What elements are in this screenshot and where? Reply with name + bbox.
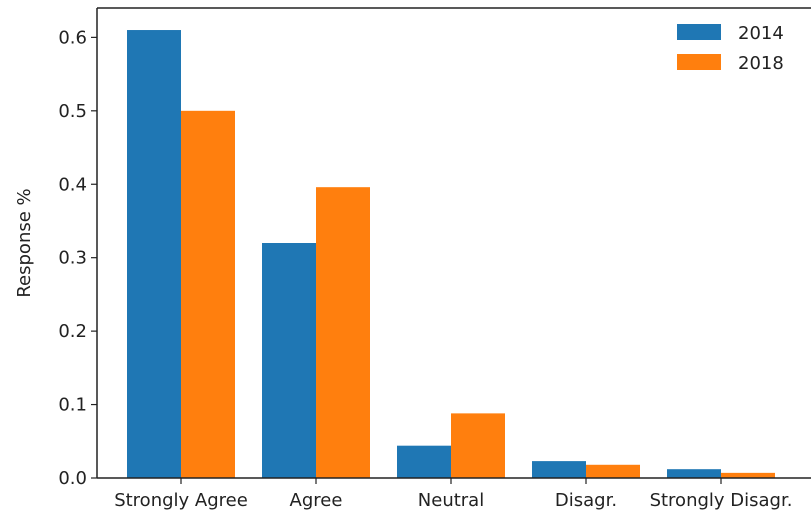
bar-2018-2 bbox=[451, 413, 505, 478]
legend: 2014 2018 bbox=[677, 23, 784, 74]
legend-label-2018: 2018 bbox=[738, 53, 784, 74]
y-ticks: 0.0 0.1 0.2 0.3 0.4 0.5 0.6 bbox=[58, 27, 97, 489]
bar-2014-1 bbox=[262, 243, 316, 478]
bars-layer bbox=[127, 30, 775, 478]
x-tick-label: Disagr. bbox=[555, 490, 617, 511]
bar-2014-3 bbox=[532, 461, 586, 478]
x-tick-label: Neutral bbox=[418, 490, 484, 511]
x-tick-label: Agree bbox=[290, 490, 343, 511]
y-tick-label: 0.5 bbox=[58, 101, 87, 122]
y-tick-label: 0.4 bbox=[58, 174, 87, 195]
bar-2018-0 bbox=[181, 110, 235, 478]
x-tick-label: Strongly Agree bbox=[114, 490, 248, 511]
bar-2014-0 bbox=[127, 30, 181, 478]
y-tick-label: 0.0 bbox=[58, 468, 87, 489]
axes-layer bbox=[96, 7, 811, 479]
bar-2014-2 bbox=[397, 445, 451, 478]
y-tick-label: 0.1 bbox=[58, 395, 87, 416]
y-tick-label: 0.2 bbox=[58, 321, 87, 342]
y-tick-label: 0.3 bbox=[58, 248, 87, 269]
bar-2018-3 bbox=[586, 464, 640, 478]
legend-swatch-2014 bbox=[677, 24, 721, 40]
x-ticks: Strongly Agree Agree Neutral Disagr. Strongl… bbox=[114, 478, 792, 511]
legend-swatch-2018 bbox=[677, 54, 721, 70]
bar-2018-1 bbox=[316, 187, 370, 478]
y-axis-label: Response % bbox=[14, 188, 35, 297]
y-tick-label: 0.6 bbox=[58, 27, 87, 48]
x-tick-label: Strongly Disagr. bbox=[650, 490, 793, 511]
legend-label-2014: 2014 bbox=[738, 23, 784, 44]
bar-2014-4 bbox=[667, 469, 721, 478]
bar-2018-4 bbox=[721, 472, 775, 478]
